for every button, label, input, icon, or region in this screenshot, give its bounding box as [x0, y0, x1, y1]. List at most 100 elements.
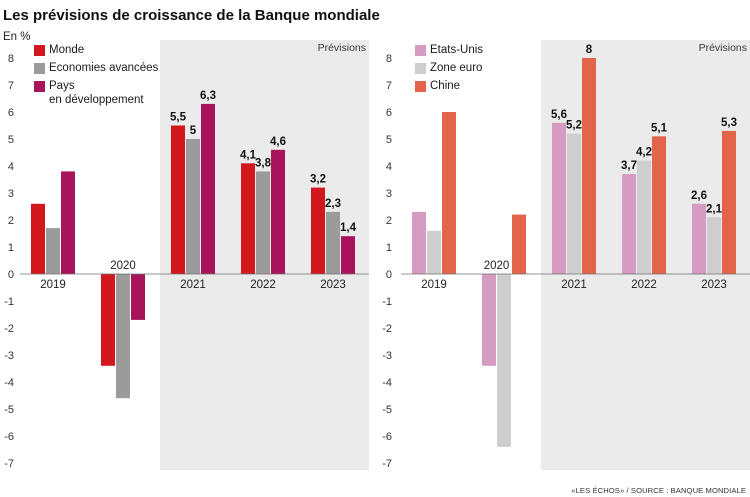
forecast-label: Prévisions — [699, 42, 747, 54]
bar — [622, 174, 636, 274]
y-tick-label: -2 — [4, 323, 14, 335]
legend-swatch — [415, 44, 426, 56]
y-tick-label: -5 — [382, 404, 392, 416]
legend: Etats-Unis Zone euro Chine — [415, 43, 483, 97]
bar — [722, 130, 736, 274]
right-chart-panel: Prévisions 8 7 6 5 4 3 2 1 0 -1 -2 -3 -4 -5 -6 -7 5,6 3,7 2… — [382, 40, 750, 470]
bar — [552, 122, 566, 274]
bar — [427, 230, 441, 274]
bar — [61, 171, 75, 274]
bar — [116, 274, 130, 399]
bar-group — [552, 58, 596, 274]
bar — [582, 58, 596, 274]
x-axis: 2019 2020 2021 2022 2023 — [40, 260, 346, 291]
legend-item: Etats-Unis — [415, 43, 483, 57]
bar — [101, 274, 115, 366]
data-label: 5,6 — [551, 109, 567, 121]
bar-group — [241, 149, 285, 274]
bar — [256, 171, 270, 274]
data-labels: 5,6 3,7 2,6 5,2 4,2 2,1 8 5,1 5,3 — [551, 44, 737, 215]
bar-group — [412, 112, 456, 274]
y-tick-label: 3 — [386, 188, 392, 200]
x-tick-label: 2020 — [484, 260, 510, 272]
y-tick-label: -4 — [4, 377, 14, 389]
data-label: 4,6 — [270, 136, 286, 148]
x-tick-label: 2021 — [180, 279, 206, 291]
y-tick-label: -6 — [382, 431, 392, 443]
bar — [707, 217, 721, 274]
y-tick-label: 3 — [8, 188, 14, 200]
legend-item: Monde — [34, 43, 158, 57]
legend-item: Pays en développement — [34, 79, 158, 107]
y-tick-label: 4 — [8, 161, 14, 173]
y-tick-label: -4 — [382, 377, 392, 389]
data-label: 5,1 — [651, 122, 668, 134]
legend-label: Pays en développement — [49, 80, 144, 106]
y-axis: 8 7 6 5 4 3 2 1 0 -1 -2 -3 -4 -5 -6 -7 — [382, 53, 392, 470]
y-tick-label: 6 — [8, 107, 14, 119]
bar — [326, 211, 340, 274]
bar — [171, 125, 185, 274]
y-tick-label: -2 — [382, 323, 392, 335]
y-tick-label: 7 — [386, 80, 392, 92]
x-tick-label: 2020 — [110, 260, 136, 272]
data-labels: 5,5 4,1 3,2 5 3,8 2,3 6,3 4,6 1,4 — [170, 90, 357, 234]
legend-label: Economies avancées — [49, 62, 159, 74]
bar — [637, 160, 651, 274]
bar — [442, 112, 456, 274]
y-tick-label: -1 — [382, 296, 392, 308]
y-tick-label: 0 — [8, 269, 14, 281]
x-tick-label: 2019 — [421, 279, 447, 291]
legend-swatch — [34, 62, 45, 74]
data-label: 3,8 — [255, 157, 272, 169]
data-label: 1,4 — [340, 222, 357, 234]
bar — [131, 274, 145, 320]
growth-forecast-bar-charts: Prévisions876543210-1-2-3-4-5-6-75,54,13… — [4, 40, 750, 470]
data-label: 8 — [586, 44, 593, 56]
data-label: 4,2 — [636, 147, 652, 159]
bar — [46, 228, 60, 274]
y-tick-label: 8 — [8, 53, 14, 65]
y-tick-label: -5 — [4, 404, 14, 416]
page-title: Les prévisions de croissance de la Banqu… — [3, 7, 380, 24]
legend-label: Monde — [49, 44, 85, 56]
bar — [497, 274, 511, 447]
bars — [412, 58, 736, 447]
source-credit: «LES ÉCHOS» / SOURCE : BANQUE MONDIALE — [571, 486, 746, 495]
x-tick-label: 2022 — [250, 279, 276, 291]
bar — [652, 136, 666, 274]
y-tick-label: -7 — [4, 458, 14, 470]
legend-swatch — [34, 80, 45, 92]
y-tick-label: -3 — [382, 350, 392, 362]
left-chart-panel: Prévisions876543210-1-2-3-4-5-6-75,54,13… — [4, 40, 369, 470]
legend-swatch — [415, 80, 426, 92]
y-tick-label: 8 — [386, 53, 392, 65]
bar-group — [31, 171, 75, 274]
y-axis: 8 7 6 5 4 3 2 1 0 -1 -2 -3 -4 -5 -6 -7 — [4, 53, 14, 470]
bar — [241, 163, 255, 274]
unit-label: En % — [3, 31, 31, 43]
y-tick-label: 1 — [8, 242, 14, 254]
forecast-label: Prévisions — [318, 42, 366, 54]
legend-item: Zone euro — [415, 61, 483, 75]
y-tick-label: 6 — [386, 107, 392, 119]
data-label: 4,1 — [240, 149, 257, 161]
bar — [692, 203, 706, 274]
data-label: 5,5 — [170, 112, 187, 124]
y-tick-label: 4 — [386, 161, 392, 173]
bar — [201, 103, 215, 275]
legend-label: Etats-Unis — [430, 44, 484, 56]
bar-group — [692, 130, 736, 274]
x-tick-label: 2023 — [701, 279, 727, 291]
bar-group — [311, 187, 355, 274]
legend-item: Economies avancées — [34, 61, 158, 75]
y-tick-label: 0 — [386, 269, 392, 281]
data-label: 3,7 — [621, 160, 637, 172]
legend-item: Chine — [415, 79, 483, 93]
y-tick-label: -6 — [4, 431, 14, 443]
y-tick-label: -3 — [4, 350, 14, 362]
y-tick-label: -1 — [4, 296, 14, 308]
data-label: 2,3 — [325, 198, 341, 210]
legend: Monde Economies avancées Pays en développe… — [34, 43, 158, 111]
bar — [567, 133, 581, 274]
